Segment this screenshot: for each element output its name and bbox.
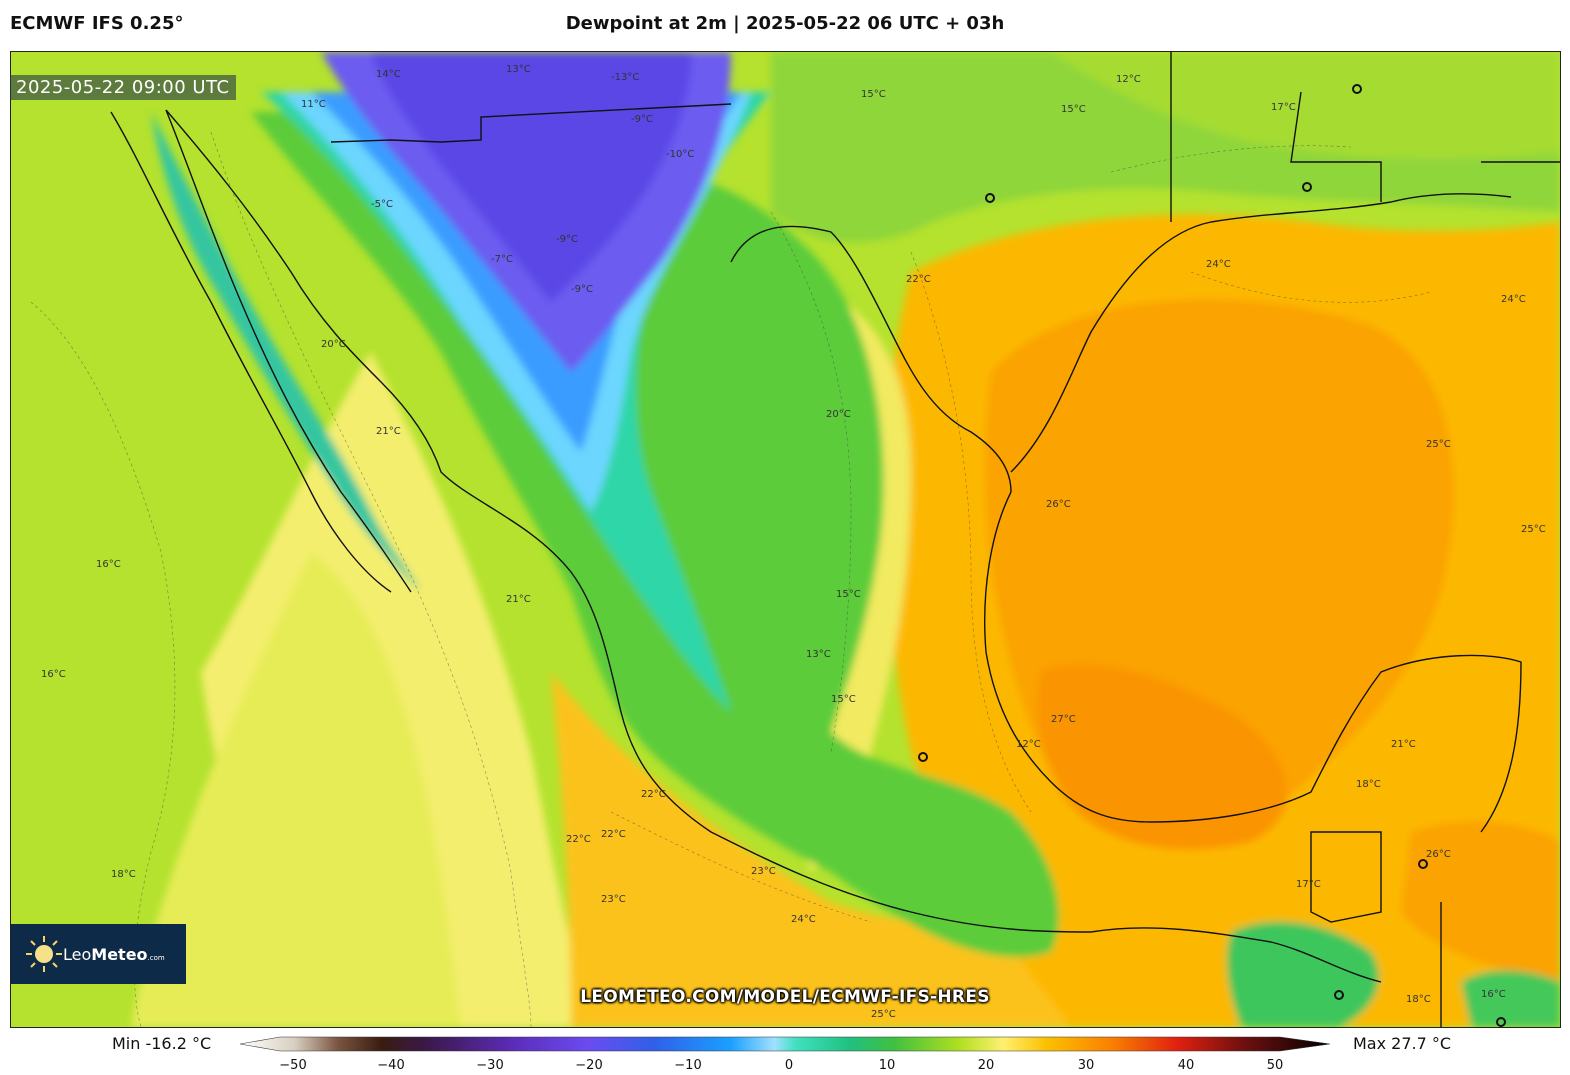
scale-tick: −40: [377, 1058, 405, 1073]
contour-labels: 14°C 13°C -13°C -9°C 11°C -5°C -10°C -9°…: [41, 64, 1546, 1020]
scale-tick: −50: [279, 1058, 307, 1073]
map-title: Dewpoint at 2m | 2025-05-22 06 UTC + 03h: [565, 13, 1005, 34]
svg-text:18°C: 18°C: [1406, 994, 1431, 1005]
svg-text:21°C: 21°C: [506, 594, 531, 605]
svg-text:22°C: 22°C: [566, 834, 591, 845]
max-value-label: Max 27.7 °C: [1353, 1034, 1452, 1053]
svg-text:25°C: 25°C: [1521, 524, 1546, 535]
svg-text:12°C: 12°C: [1016, 739, 1041, 750]
scale-tick: 40: [1177, 1058, 1195, 1073]
svg-text:18°C: 18°C: [1356, 779, 1381, 790]
svg-text:25°C: 25°C: [1426, 439, 1451, 450]
svg-text:22°C: 22°C: [641, 789, 666, 800]
svg-text:17°C: 17°C: [1296, 879, 1321, 890]
color-scale-bar: [240, 1036, 1330, 1052]
dewpoint-map[interactable]: 14°C 13°C -13°C -9°C 11°C -5°C -10°C -9°…: [10, 51, 1561, 1028]
svg-text:-7°C: -7°C: [491, 254, 513, 265]
svg-text:16°C: 16°C: [41, 669, 66, 680]
map-canvas: 14°C 13°C -13°C -9°C 11°C -5°C -10°C -9°…: [11, 52, 1560, 1027]
scale-tick: 0: [784, 1058, 794, 1073]
sun-icon: [26, 936, 62, 972]
svg-text:15°C: 15°C: [1061, 104, 1086, 115]
svg-text:21°C: 21°C: [376, 426, 401, 437]
svg-text:17°C: 17°C: [1271, 102, 1296, 113]
scale-tick: 20: [977, 1058, 995, 1073]
scale-tick: −20: [575, 1058, 603, 1073]
scale-tick: 30: [1077, 1058, 1095, 1073]
svg-text:16°C: 16°C: [1481, 989, 1506, 1000]
svg-text:25°C: 25°C: [871, 1009, 896, 1020]
svg-text:22°C: 22°C: [906, 274, 931, 285]
svg-text:-13°C: -13°C: [611, 72, 639, 83]
scale-tick: −30: [476, 1058, 504, 1073]
svg-text:14°C: 14°C: [376, 69, 401, 80]
source-watermark[interactable]: LEOMETEO.COM/MODEL/ECMWF-IFS-HRES: [580, 987, 990, 1007]
svg-text:-9°C: -9°C: [571, 284, 593, 295]
scale-tick: −10: [674, 1058, 702, 1073]
svg-text:26°C: 26°C: [1426, 849, 1451, 860]
valid-time-badge: 2025-05-22 09:00 UTC: [10, 75, 236, 100]
min-value-label: Min -16.2 °C: [112, 1034, 212, 1053]
svg-text:24°C: 24°C: [1501, 294, 1526, 305]
svg-text:16°C: 16°C: [96, 559, 121, 570]
svg-text:23°C: 23°C: [601, 894, 626, 905]
svg-text:15°C: 15°C: [836, 589, 861, 600]
svg-text:15°C: 15°C: [831, 694, 856, 705]
scale-tick: 50: [1266, 1058, 1284, 1073]
svg-text:18°C: 18°C: [111, 869, 136, 880]
svg-text:12°C: 12°C: [1116, 74, 1141, 85]
svg-text:20°C: 20°C: [321, 339, 346, 350]
scale-tick: 10: [878, 1058, 896, 1073]
svg-text:24°C: 24°C: [1206, 259, 1231, 270]
svg-text:23°C: 23°C: [751, 866, 776, 877]
svg-text:-9°C: -9°C: [631, 114, 653, 125]
svg-text:-5°C: -5°C: [371, 199, 393, 210]
svg-text:22°C: 22°C: [601, 829, 626, 840]
svg-text:13°C: 13°C: [506, 64, 531, 75]
svg-text:13°C: 13°C: [806, 649, 831, 660]
svg-text:-9°C: -9°C: [556, 234, 578, 245]
svg-text:15°C: 15°C: [861, 89, 886, 100]
model-name: ECMWF IFS 0.25°: [10, 13, 184, 34]
svg-text:27°C: 27°C: [1051, 714, 1076, 725]
svg-text:24°C: 24°C: [791, 914, 816, 925]
logo-text: LeoMeteo.com: [63, 945, 165, 964]
svg-text:26°C: 26°C: [1046, 499, 1071, 510]
svg-text:11°C: 11°C: [301, 99, 326, 110]
svg-text:-10°C: -10°C: [666, 149, 694, 160]
svg-text:21°C: 21°C: [1391, 739, 1416, 750]
svg-text:20°C: 20°C: [826, 409, 851, 420]
leometeo-logo[interactable]: LeoMeteo.com: [11, 924, 186, 984]
